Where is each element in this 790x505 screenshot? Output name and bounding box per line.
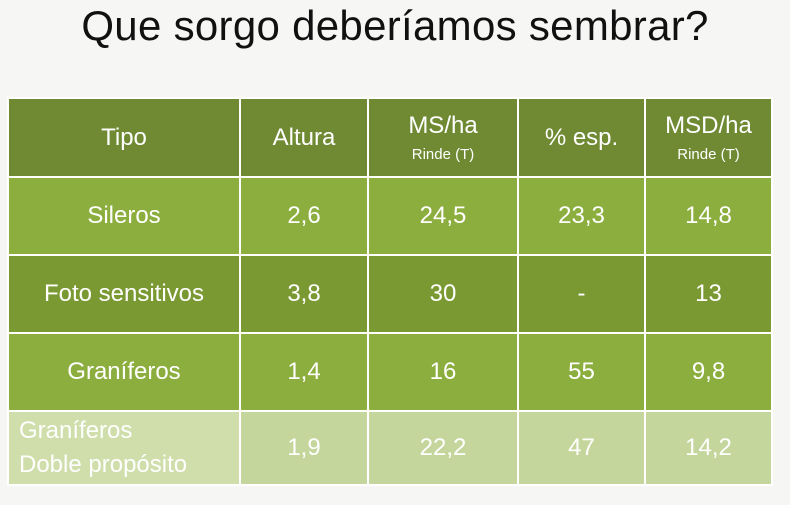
header-msd-ha-sub: Rinde (T) — [677, 146, 740, 163]
table-row: Foto sensitivos 3,8 30 - 13 — [7, 254, 773, 334]
header-esp: % esp. — [517, 97, 646, 178]
cell-altura: 1,9 — [239, 410, 369, 486]
cell-tipo: Graníferos — [7, 332, 241, 412]
header-ms-ha-sub: Rinde (T) — [411, 146, 475, 163]
cell-msd-ha: 14,2 — [644, 410, 773, 486]
cell-ms-ha: 30 — [367, 254, 519, 334]
header-altura: Altura — [239, 97, 369, 178]
header-tipo: Tipo — [7, 97, 241, 178]
table-row: Graníferos 1,4 16 55 9,8 — [7, 332, 773, 412]
cell-tipo-line1: Graníferos — [19, 417, 133, 444]
cell-msd-ha: 13 — [644, 254, 773, 334]
cell-esp: 23,3 — [517, 176, 646, 256]
cell-ms-ha: 16 — [367, 332, 519, 412]
cell-tipo: Sileros — [7, 176, 241, 256]
cell-esp: - — [517, 254, 646, 334]
cell-tipo-line2: Doble propósito — [19, 451, 188, 478]
cell-tipo: Graníferos Doble propósito — [7, 410, 241, 486]
header-ms-ha: MS/ha Rinde (T) — [367, 97, 519, 178]
cell-altura: 2,6 — [239, 176, 369, 256]
cell-tipo: Foto sensitivos — [7, 254, 241, 334]
sorgo-table: Tipo Altura MS/ha Rinde (T) % esp. MSD/ha… — [7, 97, 773, 486]
header-msd-ha: MSD/ha Rinde (T) — [644, 97, 773, 178]
cell-altura: 1,4 — [239, 332, 369, 412]
cell-ms-ha: 24,5 — [367, 176, 519, 256]
table-header-row: Tipo Altura MS/ha Rinde (T) % esp. MSD/ha… — [7, 97, 773, 178]
cell-ms-ha: 22,2 — [367, 410, 519, 486]
cell-esp: 47 — [517, 410, 646, 486]
cell-msd-ha: 14,8 — [644, 176, 773, 256]
table-row: Sileros 2,6 24,5 23,3 14,8 — [7, 176, 773, 256]
cell-altura: 3,8 — [239, 254, 369, 334]
slide-title: Que sorgo deberíamos sembrar? — [81, 2, 709, 49]
table-row: Graníferos Doble propósito 1,9 22,2 47 1… — [7, 410, 773, 486]
cell-esp: 55 — [517, 332, 646, 412]
cell-msd-ha: 9,8 — [644, 332, 773, 412]
